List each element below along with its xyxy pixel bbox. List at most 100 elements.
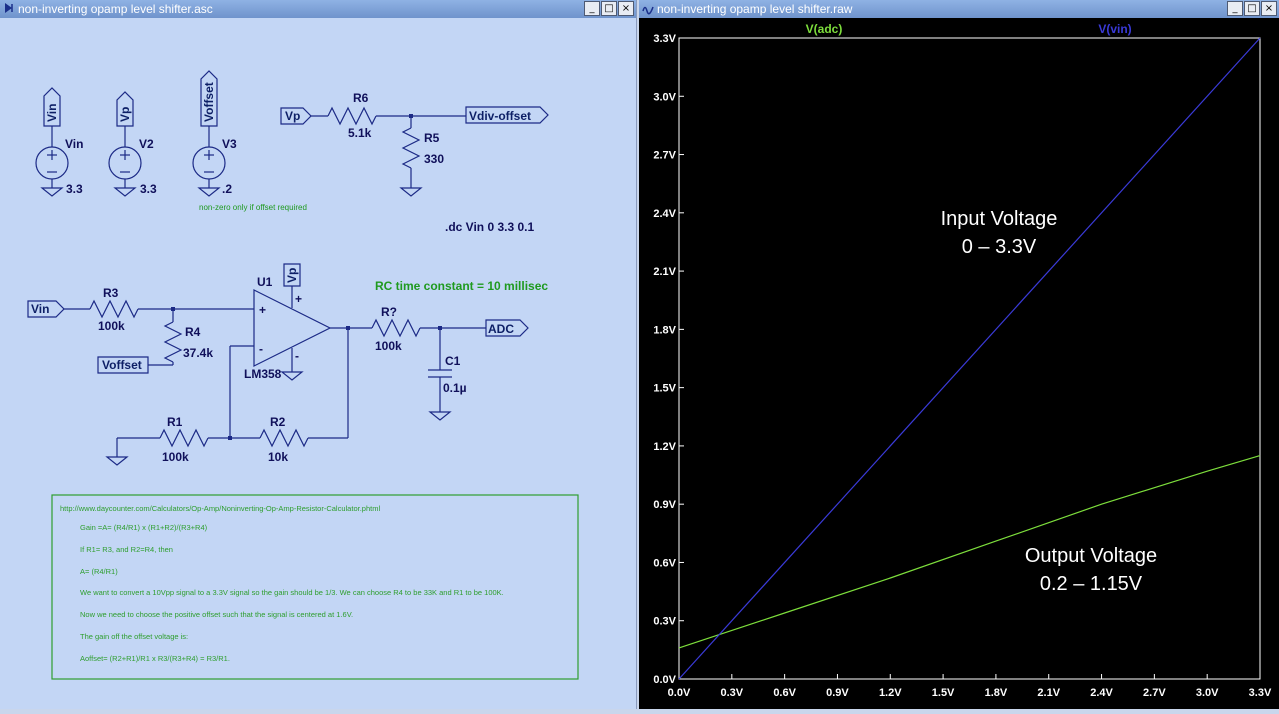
v3-source[interactable] <box>192 70 226 197</box>
x-tick-label: 2.4V <box>1090 687 1113 699</box>
v2-source-name: V2 <box>139 137 154 151</box>
x-tick-label: 1.5V <box>932 687 955 699</box>
u1-inv-mark: - <box>259 342 263 356</box>
schematic-maximize-button[interactable]: □ <box>601 1 617 16</box>
vin-source-value: 3.3 <box>66 182 83 196</box>
schematic-svg: Vin Vp Voffset Vp Vin 3.3 V2 3.3 V3 .2 n… <box>27 70 579 680</box>
flag-voffset: Voffset <box>202 82 216 122</box>
vin-source[interactable] <box>35 87 69 197</box>
flag-vp-divider: Vp <box>285 109 300 123</box>
y-tick-label: 0.3V <box>653 616 676 628</box>
y-tick-label: 3.3V <box>653 33 676 45</box>
note-line: If R1= R3, and R2=R4, then <box>80 545 173 554</box>
legend-v-vin-[interactable]: V(vin) <box>1098 22 1131 36</box>
note-line: The gain off the offset voltage is: <box>80 632 188 641</box>
x-tick-label: 2.7V <box>1143 687 1166 699</box>
x-tick-label: 2.1V <box>1037 687 1060 699</box>
y-tick-label: 1.2V <box>653 441 676 453</box>
y-tick-label: 2.7V <box>653 150 676 162</box>
u1-vplus-mark: + <box>295 292 302 306</box>
y-tick-label: 0.6V <box>653 557 676 569</box>
u1-value: LM358 <box>244 367 282 381</box>
waveform-titlebar[interactable]: non-inverting opamp level shifter.raw _ … <box>639 0 1279 18</box>
feedback-network[interactable] <box>105 328 349 466</box>
x-tick-label: 1.2V <box>879 687 902 699</box>
ltspice-app-icon <box>5 3 13 13</box>
vin-source-name: Vin <box>65 137 83 151</box>
r5-value: 330 <box>424 152 444 166</box>
r1-name: R1 <box>167 415 183 429</box>
waveform-minimize-button[interactable]: _ <box>1227 1 1243 16</box>
v3-source-value: .2 <box>222 182 232 196</box>
r6-value: 5.1k <box>348 126 372 140</box>
r1-value: 100k <box>162 450 189 464</box>
waveform-close-button[interactable]: × <box>1261 1 1277 16</box>
note-line: Now we need to choose the positive offse… <box>80 610 353 619</box>
c1-value: 0.1µ <box>443 381 467 395</box>
u1-noninv-mark: + <box>259 303 266 317</box>
schematic-minimize-button[interactable]: _ <box>584 1 600 16</box>
flag-voffset-input: Voffset <box>102 358 142 372</box>
u1-name: U1 <box>257 275 273 289</box>
x-tick-label: 3.3V <box>1249 687 1272 699</box>
v2-source-value: 3.3 <box>140 182 157 196</box>
r6-name: R6 <box>353 91 369 105</box>
note-line: http://www.daycounter.com/Calculators/Op… <box>60 504 380 513</box>
input-network[interactable] <box>27 299 254 374</box>
x-tick-label: 0.6V <box>773 687 796 699</box>
output-annotation-line2: 0.2 – 1.15V <box>1040 573 1143 595</box>
y-tick-label: 2.1V <box>653 266 676 278</box>
note-line: We want to convert a 10Vpp signal to a 3… <box>80 588 504 597</box>
waveform-window: non-inverting opamp level shifter.raw _ … <box>639 0 1279 709</box>
r5-name: R5 <box>424 131 440 145</box>
r3-value: 100k <box>98 319 125 333</box>
waveform-app-icon <box>642 6 654 15</box>
schematic-canvas[interactable]: Vin Vp Voffset Vp Vin 3.3 V2 3.3 V3 .2 n… <box>0 18 636 709</box>
x-tick-label: 0.3V <box>720 687 743 699</box>
output-rc-filter[interactable] <box>348 318 529 421</box>
y-tick-label: 2.4V <box>653 208 676 220</box>
dc-directive[interactable]: .dc Vin 0 3.3 0.1 <box>445 220 534 234</box>
waveform-maximize-button[interactable]: □ <box>1244 1 1260 16</box>
c1-name: C1 <box>445 354 461 368</box>
y-tick-label: 0.9V <box>653 499 676 511</box>
note-line: Aoffset= (R2+R1)/R1 x R3/(R3+R4) = R3/R1… <box>80 654 230 663</box>
schematic-titlebar[interactable]: non-inverting opamp level shifter.asc _ … <box>0 0 636 18</box>
v2-source[interactable] <box>108 91 142 197</box>
legend-v-adc-[interactable]: V(adc) <box>806 22 843 36</box>
waveform-title: non-inverting opamp level shifter.raw <box>657 2 853 16</box>
flag-vdiv-offset: Vdiv-offset <box>469 109 531 123</box>
r4-value: 37.4k <box>183 346 213 360</box>
r2-name: R2 <box>270 415 286 429</box>
flag-vp-opamp: Vp <box>285 268 299 283</box>
y-tick-label: 1.8V <box>653 324 676 336</box>
x-tick-label: 3.0V <box>1196 687 1219 699</box>
schematic-title: non-inverting opamp level shifter.asc <box>18 2 213 16</box>
trace-v-vin-[interactable] <box>678 37 1261 680</box>
rq-name: R? <box>381 305 397 319</box>
trace-v-adc-[interactable] <box>678 455 1261 649</box>
y-tick-label: 3.0V <box>653 91 676 103</box>
flag-vp: Vp <box>118 107 132 122</box>
x-tick-label: 0.9V <box>826 687 849 699</box>
rc-comment[interactable]: RC time constant = 10 millisec <box>375 279 548 293</box>
input-annotation-line2: 0 – 3.3V <box>962 236 1037 258</box>
opamp-u1[interactable] <box>229 263 348 438</box>
v3-source-name: V3 <box>222 137 237 151</box>
y-tick-label: 0.0V <box>653 674 676 686</box>
r4-name: R4 <box>185 325 201 339</box>
flag-vin: Vin <box>45 104 59 122</box>
x-tick-label: 0.0V <box>668 687 691 699</box>
waveform-canvas[interactable]: 0.0V 0.3V 0.6V 0.9V 1.2V 1.5V 1.8V 2.1V 2.4V 2.7V… <box>639 18 1279 709</box>
r2-value: 10k <box>268 450 288 464</box>
notes-box <box>51 494 579 680</box>
u1-vminus-mark: - <box>295 349 299 363</box>
rq-value: 100k <box>375 339 402 353</box>
x-tick-label: 1.8V <box>985 687 1008 699</box>
waveform-chart[interactable]: 0.0V 0.3V 0.6V 0.9V 1.2V 1.5V 1.8V 2.1V 2.4V 2.7V… <box>639 18 1279 709</box>
schematic-close-button[interactable]: × <box>618 1 634 16</box>
divider-circuit[interactable] <box>280 106 549 197</box>
schematic-window: non-inverting opamp level shifter.asc _ … <box>0 0 637 709</box>
y-tick-label: 1.5V <box>653 383 676 395</box>
source-note: non-zero only if offset required <box>199 203 307 212</box>
